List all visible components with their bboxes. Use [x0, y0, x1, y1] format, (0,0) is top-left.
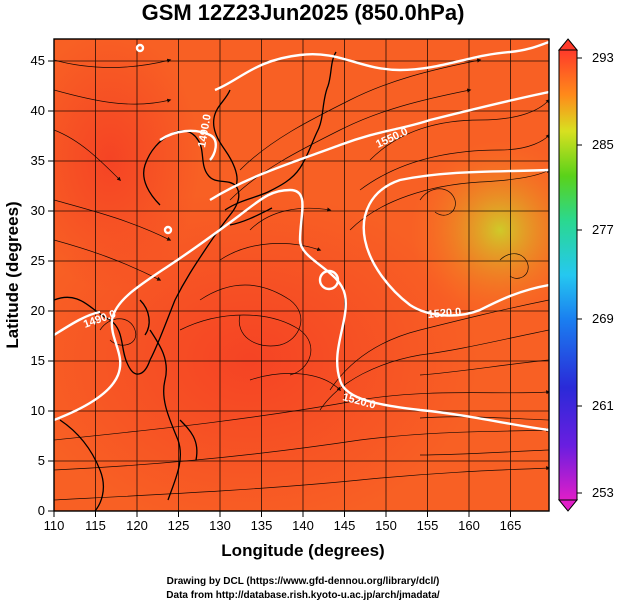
x-tick-label: 140: [292, 518, 314, 533]
warm-region-china: [54, 39, 200, 290]
y-axis: 0 5 10 15 20 25 30 35 40 45: [31, 53, 54, 518]
colorbar-tick-label: 277: [592, 222, 614, 237]
contour-closed-small-2: [135, 43, 145, 53]
x-axis-label: Longitude (degrees): [221, 541, 384, 560]
y-tick-label: 20: [31, 303, 45, 318]
contour-1520-main: [54, 188, 549, 432]
colorbar-tick-label: 253: [592, 485, 614, 500]
credit-drawing: Drawing by DCL (https://www.gfd-dennou.o…: [167, 576, 440, 587]
y-tick-label: 35: [31, 153, 45, 168]
y-tick-label: 0: [38, 503, 45, 518]
chart-title: GSM 12Z23Jun2025 (850.0hPa): [142, 0, 465, 25]
x-tick-label: 165: [500, 518, 522, 533]
x-tick-label: 125: [168, 518, 190, 533]
colorbar-scale: [558, 49, 578, 501]
contour-1490-north: [159, 129, 217, 161]
y-tick-label: 45: [31, 53, 45, 68]
colorbar-bottom-arrow: [557, 499, 579, 512]
contour-label-1520-east: 1520.0: [427, 306, 462, 321]
x-tick-label: 155: [417, 518, 439, 533]
y-tick-label: 15: [31, 353, 45, 368]
colorbar: 293 285 277 269 261 253: [557, 38, 614, 512]
x-axis: 110 115 120 125 130 135 140 145 150 155 …: [44, 511, 522, 533]
contour-1490: [54, 310, 101, 337]
contour-1550: [209, 90, 549, 202]
height-contours: [54, 40, 549, 432]
contour-1520-north: [214, 40, 549, 92]
wind-streamlines: [54, 58, 549, 501]
x-tick-label: 115: [85, 518, 106, 533]
x-tick-label: 110: [44, 518, 65, 533]
contour-closed-small-1: [163, 225, 173, 235]
contour-label-1490-north: 1490.0: [196, 113, 214, 148]
credit-data: Data from http://database.rish.kyoto-u.a…: [166, 590, 440, 601]
x-tick-label: 135: [251, 518, 273, 533]
x-tick-label: 120: [126, 518, 148, 533]
x-tick-label: 150: [375, 518, 397, 533]
colorbar-tick-label: 285: [592, 137, 614, 152]
colorbar-top-arrow: [557, 38, 579, 51]
y-tick-label: 25: [31, 253, 45, 268]
y-tick-label: 30: [31, 203, 45, 218]
y-tick-label: 40: [31, 103, 45, 118]
colorbar-tick-label: 261: [592, 398, 614, 413]
plot-area: 1490.0 1490.0 1520.0 1520.0 1550.0: [54, 39, 549, 511]
x-tick-label: 145: [334, 518, 356, 533]
x-tick-label: 130: [209, 518, 231, 533]
contour-1520-east: [362, 168, 549, 317]
colorbar-tick-label: 293: [592, 50, 614, 65]
plot-frame: [53, 38, 550, 512]
colorbar-tick-label: 269: [592, 311, 614, 326]
grid-lines: [54, 39, 549, 511]
y-axis-label: Latitude (degrees): [3, 201, 22, 348]
y-tick-label: 10: [31, 403, 45, 418]
contour-closed-low: [318, 269, 340, 291]
x-tick-label: 160: [458, 518, 480, 533]
y-tick-label: 5: [38, 453, 45, 468]
